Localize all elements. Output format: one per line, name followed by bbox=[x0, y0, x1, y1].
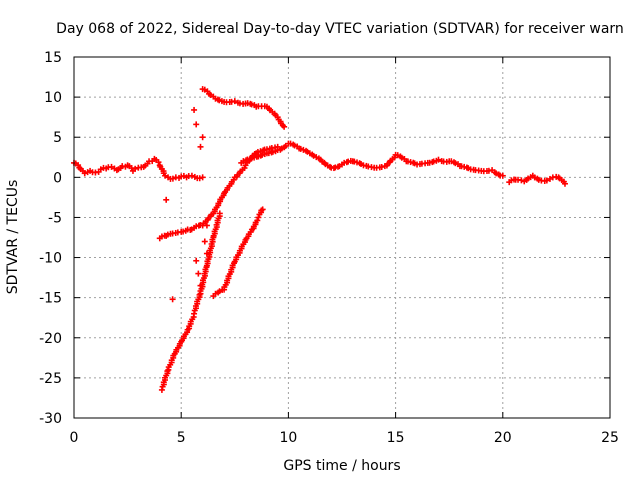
data-point bbox=[203, 250, 210, 257]
data-point bbox=[191, 106, 198, 113]
y-tick-label: 10 bbox=[44, 90, 62, 106]
y-tick-label: -25 bbox=[39, 371, 62, 387]
data-point bbox=[193, 257, 200, 264]
data-point bbox=[518, 177, 525, 184]
data-point bbox=[132, 165, 139, 172]
data-point bbox=[203, 222, 210, 229]
plot-frame bbox=[73, 56, 611, 419]
data-point bbox=[555, 174, 562, 181]
y-tick-label: -5 bbox=[48, 210, 62, 226]
data-point bbox=[378, 164, 385, 171]
data-point bbox=[259, 206, 266, 213]
x-tick-label: 20 bbox=[494, 430, 512, 446]
x-tick-label: 10 bbox=[279, 430, 297, 446]
data-point bbox=[543, 177, 550, 184]
data-point bbox=[499, 172, 506, 179]
y-tick-label: 15 bbox=[44, 50, 62, 66]
data-point bbox=[197, 282, 204, 289]
data-point bbox=[199, 174, 206, 181]
data-point bbox=[216, 210, 223, 217]
data-point bbox=[195, 270, 202, 277]
data-point bbox=[231, 98, 238, 105]
data-point bbox=[435, 156, 442, 163]
x-tick-label: 5 bbox=[177, 430, 186, 446]
data-point bbox=[199, 134, 206, 141]
x-tick-label: 25 bbox=[601, 430, 619, 446]
data-point bbox=[561, 180, 568, 187]
x-tick-label: 0 bbox=[70, 430, 79, 446]
y-tick-label: 5 bbox=[53, 130, 62, 146]
y-axis-label: SDTVAR / TECUs bbox=[5, 180, 21, 295]
data-point bbox=[197, 143, 204, 150]
data-points bbox=[71, 86, 568, 393]
x-tick-label: 15 bbox=[387, 430, 405, 446]
y-tick-label: -20 bbox=[39, 331, 62, 347]
y-tick-label: -10 bbox=[39, 251, 62, 267]
data-point bbox=[155, 159, 162, 166]
axis-ticks: 0 5 10 15 20 25 -30 -25 -20 -15 -10 -5 0 5 10 15 bbox=[39, 50, 619, 446]
y-tick-label: -30 bbox=[39, 411, 62, 427]
data-point bbox=[193, 121, 200, 128]
y-tick-label: -15 bbox=[39, 291, 62, 307]
data-point bbox=[254, 217, 261, 224]
data-point bbox=[169, 296, 176, 303]
data-point bbox=[281, 123, 288, 130]
data-point bbox=[163, 196, 170, 203]
x-axis-label: GPS time / hours bbox=[283, 458, 400, 474]
y-tick-label: 0 bbox=[53, 170, 62, 186]
data-point bbox=[196, 175, 203, 182]
gridlines bbox=[74, 57, 610, 418]
chart-title: Day 068 of 2022, Sidereal Day-to-day VTE… bbox=[56, 21, 624, 37]
data-point bbox=[201, 238, 208, 245]
data-point bbox=[255, 214, 262, 221]
